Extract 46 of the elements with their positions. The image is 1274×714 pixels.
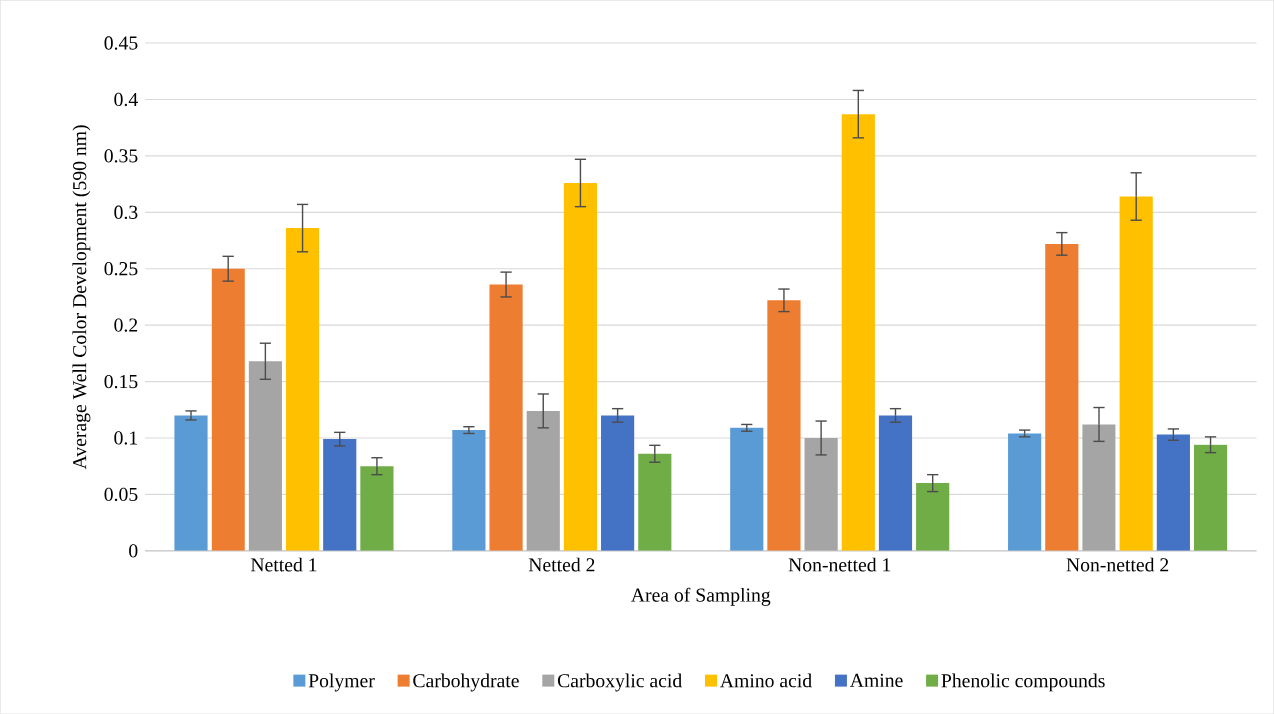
y-tick-label: 0 (129, 544, 138, 558)
bar (1193, 444, 1228, 551)
bar (1119, 196, 1153, 551)
legend-label: Amine (849, 673, 903, 687)
y-tick-label: 0.3 (114, 205, 138, 219)
legend-label: Amino acid (720, 673, 812, 688)
bar (767, 300, 801, 551)
bar (1045, 243, 1079, 551)
bar (452, 429, 486, 551)
y-axis-title: Average Well Color Development (590 nm) (72, 125, 91, 470)
bar (323, 439, 357, 551)
y-tick-label: 0.25 (104, 261, 138, 276)
bar (841, 114, 875, 551)
bar (1008, 433, 1042, 551)
bar (638, 453, 672, 551)
bar (211, 268, 245, 551)
y-tick-label: 0.15 (104, 374, 138, 389)
bar (1156, 434, 1190, 551)
bar (730, 427, 764, 551)
legend-label: Phenolic compounds (941, 673, 1105, 692)
y-tick-label: 0.35 (104, 149, 138, 163)
bar (601, 415, 635, 551)
bar (360, 466, 394, 551)
bar (489, 284, 523, 551)
bar (916, 483, 950, 551)
x-tick-label: Netted 2 (528, 557, 595, 572)
y-tick-label: 0.2 (114, 318, 138, 332)
y-tick-label: 0.1 (114, 431, 138, 445)
bar (1082, 424, 1116, 551)
bar (285, 228, 320, 551)
x-tick-label: Non-netted 1 (788, 557, 891, 572)
y-tick-label: 0.05 (104, 487, 138, 501)
bar (804, 437, 838, 551)
legend-label: Polymer (308, 673, 375, 692)
bar (174, 415, 208, 551)
y-tick-label: 0.45 (104, 36, 138, 50)
legend-label: Carbohydrate (413, 673, 519, 692)
x-tick-label: Non-netted 2 (1066, 557, 1169, 572)
x-tick-label: Netted 1 (250, 557, 317, 572)
legend-label: Carboxylic acid (557, 673, 682, 692)
bar (526, 410, 560, 551)
x-axis-title: Area of Sampling (631, 587, 771, 606)
bar (878, 415, 913, 551)
bar (563, 182, 598, 551)
bar (248, 361, 282, 551)
y-tick-label: 0.4 (114, 92, 138, 107)
